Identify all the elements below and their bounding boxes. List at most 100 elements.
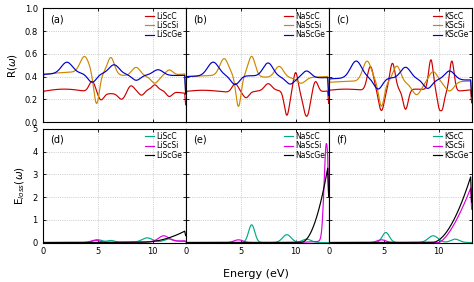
Text: (e): (e) bbox=[193, 135, 206, 145]
Line: NaScSi: NaScSi bbox=[186, 144, 328, 243]
NaScGe bbox=[268, 63, 273, 67]
NaScSi bbox=[236, 105, 241, 108]
LiScC bbox=[89, 80, 95, 83]
NaScGe bbox=[183, 241, 189, 244]
KScC bbox=[447, 67, 453, 70]
KScGe bbox=[410, 241, 416, 244]
LiScC bbox=[40, 102, 46, 105]
Legend: KScC, KScSi, KScGe: KScC, KScSi, KScGe bbox=[432, 131, 469, 160]
KScC bbox=[456, 89, 462, 92]
LiScC bbox=[125, 88, 131, 91]
KScSi bbox=[412, 92, 418, 95]
LiScSi bbox=[160, 234, 166, 237]
KScSi bbox=[447, 89, 453, 92]
LiScGe bbox=[161, 71, 166, 74]
LiScC bbox=[161, 89, 166, 93]
NaScGe bbox=[303, 238, 309, 241]
KScC bbox=[326, 101, 331, 105]
KScC bbox=[383, 231, 389, 234]
NaScC bbox=[271, 241, 276, 244]
KScGe bbox=[447, 226, 452, 230]
LiScSi bbox=[126, 72, 132, 76]
LiScGe bbox=[125, 241, 130, 244]
LiScC bbox=[161, 239, 166, 242]
KScSi bbox=[413, 241, 419, 244]
NaScGe bbox=[183, 241, 189, 244]
LiScGe bbox=[64, 61, 70, 64]
Line: NaScC: NaScC bbox=[186, 72, 328, 116]
LiScSi bbox=[170, 238, 175, 242]
Line: KScGe: KScGe bbox=[328, 61, 472, 97]
Line: LiScGe: LiScGe bbox=[43, 231, 186, 243]
NaScSi bbox=[183, 241, 189, 244]
NaScGe bbox=[325, 166, 330, 170]
NaScSi bbox=[267, 241, 273, 244]
Text: (b): (b) bbox=[193, 14, 207, 24]
NaScSi bbox=[323, 142, 329, 145]
NaScC bbox=[183, 241, 189, 244]
NaScC bbox=[183, 102, 189, 105]
LiScC bbox=[128, 240, 133, 244]
NaScSi bbox=[271, 70, 277, 74]
KScC bbox=[326, 241, 332, 244]
KScGe bbox=[447, 69, 453, 73]
LiScSi bbox=[125, 241, 131, 244]
KScSi bbox=[326, 241, 331, 244]
Text: Energy (eV): Energy (eV) bbox=[223, 269, 289, 279]
NaScGe bbox=[268, 241, 273, 244]
LiScSi bbox=[40, 241, 46, 244]
NaScSi bbox=[312, 240, 318, 243]
Line: KScSi: KScSi bbox=[328, 61, 472, 106]
Line: NaScGe: NaScGe bbox=[186, 168, 328, 243]
LiScSi bbox=[40, 82, 46, 85]
LiScSi bbox=[183, 91, 189, 95]
NaScGe bbox=[270, 241, 276, 244]
LiScC bbox=[170, 238, 175, 241]
KScGe bbox=[469, 201, 474, 204]
KScC bbox=[469, 241, 474, 244]
KScSi bbox=[414, 93, 420, 96]
Line: LiScGe: LiScGe bbox=[43, 62, 186, 94]
KScGe bbox=[411, 241, 417, 244]
NaScSi bbox=[183, 93, 189, 96]
Line: NaScGe: NaScGe bbox=[186, 62, 328, 95]
LiScGe bbox=[183, 92, 189, 96]
KScSi bbox=[469, 208, 474, 211]
Text: (d): (d) bbox=[50, 135, 64, 145]
Legend: KScC, KScSi, KScGe: KScC, KScSi, KScGe bbox=[432, 11, 469, 40]
Line: LiScC: LiScC bbox=[43, 238, 186, 243]
NaScGe bbox=[304, 69, 310, 73]
Line: KScC: KScC bbox=[328, 60, 472, 111]
NaScC bbox=[268, 83, 273, 87]
NaScGe bbox=[268, 64, 274, 67]
NaScC bbox=[326, 102, 331, 105]
LiScC bbox=[40, 96, 46, 99]
Line: KScC: KScC bbox=[328, 232, 472, 243]
KScC bbox=[411, 88, 417, 91]
KScC bbox=[410, 88, 416, 91]
Legend: LiScC, LiScSi, LiScGe: LiScC, LiScSi, LiScGe bbox=[145, 11, 183, 40]
KScC bbox=[326, 241, 331, 244]
KScGe bbox=[326, 241, 332, 244]
NaScGe bbox=[326, 94, 331, 97]
Legend: NaScC, NaScSi, NaScGe: NaScC, NaScSi, NaScGe bbox=[283, 131, 326, 160]
NaScSi bbox=[269, 73, 274, 76]
NaScSi bbox=[270, 241, 276, 244]
NaScC bbox=[268, 241, 273, 244]
LiScSi bbox=[40, 92, 46, 95]
LiScGe bbox=[126, 74, 131, 77]
NaScC bbox=[304, 115, 310, 118]
KScC bbox=[438, 109, 443, 113]
KScSi bbox=[326, 241, 332, 244]
NaScGe bbox=[267, 241, 273, 244]
LiScSi bbox=[170, 70, 176, 74]
KScSi bbox=[410, 241, 416, 244]
NaScSi bbox=[303, 240, 309, 244]
KScSi bbox=[447, 230, 453, 233]
LiScGe bbox=[170, 74, 175, 77]
NaScC bbox=[270, 86, 276, 89]
KScC bbox=[411, 241, 417, 244]
LiScC bbox=[125, 241, 131, 244]
NaScC bbox=[326, 241, 331, 244]
NaScC bbox=[268, 241, 274, 244]
